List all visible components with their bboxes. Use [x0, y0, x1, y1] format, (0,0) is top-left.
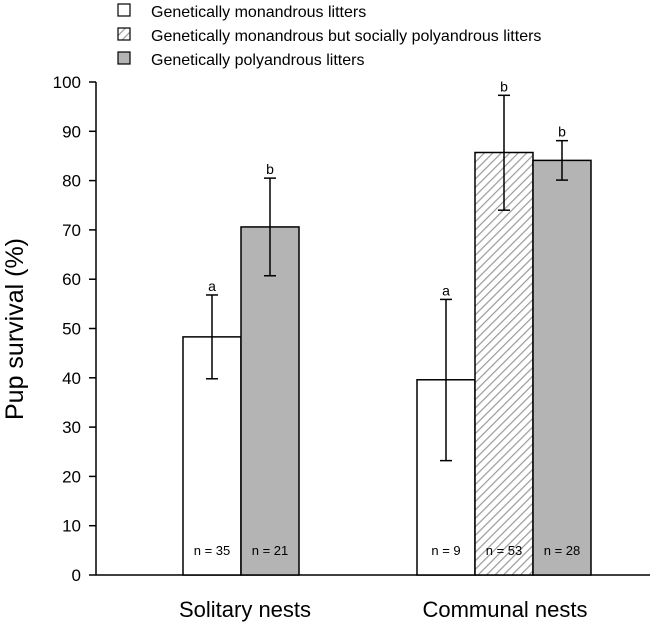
y-tick-label: 0	[72, 566, 81, 585]
legend: Genetically monandrous litters Genetical…	[117, 3, 541, 69]
y-tick-label: 10	[62, 517, 81, 536]
significance-letter: b	[558, 124, 566, 140]
sample-size-label: n = 28	[544, 543, 581, 558]
legend-item-polyandrous: Genetically polyandrous litters	[117, 51, 364, 69]
y-tick-label: 80	[62, 172, 81, 191]
significance-letter: b	[266, 161, 274, 177]
significance-letter: a	[442, 282, 450, 298]
significance-letter: a	[208, 278, 216, 294]
bar	[474, 151, 534, 576]
y-tick-label: 60	[62, 270, 81, 289]
y-axis-label: Pup survival (%)	[1, 238, 29, 420]
y-tick-label: 70	[62, 221, 81, 240]
sample-size-label: n = 9	[431, 543, 460, 558]
sample-size-label: n = 21	[252, 543, 289, 558]
legend-label: Genetically monandrous but socially poly…	[151, 28, 541, 45]
bar	[240, 226, 300, 576]
y-tick-label: 90	[62, 122, 81, 141]
bars: a n = 35 b n = 21 a n = 9 b n = 53 b n = 28	[182, 78, 592, 576]
significance-letter: b	[500, 78, 508, 94]
bar	[532, 159, 592, 576]
legend-item-socially-polyandrous: Genetically monandrous but socially poly…	[117, 27, 541, 45]
group-labels: Solitary nests Communal nests	[179, 597, 588, 622]
legend-label: Genetically monandrous litters	[151, 4, 366, 21]
legend-label: Genetically polyandrous litters	[151, 52, 364, 69]
y-tick-label: 20	[62, 467, 81, 486]
legend-swatch-white	[117, 3, 131, 17]
sample-size-label: n = 53	[486, 543, 523, 558]
x-category-label: Communal nests	[422, 597, 587, 622]
y-ticks: 0 10 20 30 40 50 60 70 80 90 100	[53, 73, 96, 585]
x-category-label: Solitary nests	[179, 597, 311, 622]
sample-size-label: n = 35	[194, 543, 231, 558]
y-tick-label: 50	[62, 320, 81, 339]
legend-swatch-gray	[117, 51, 131, 65]
y-tick-label: 100	[53, 73, 81, 92]
legend-swatch-hatched	[117, 27, 131, 41]
legend-item-monandrous: Genetically monandrous litters	[117, 3, 366, 21]
y-tick-label: 30	[62, 418, 81, 437]
y-tick-label: 40	[62, 369, 81, 388]
